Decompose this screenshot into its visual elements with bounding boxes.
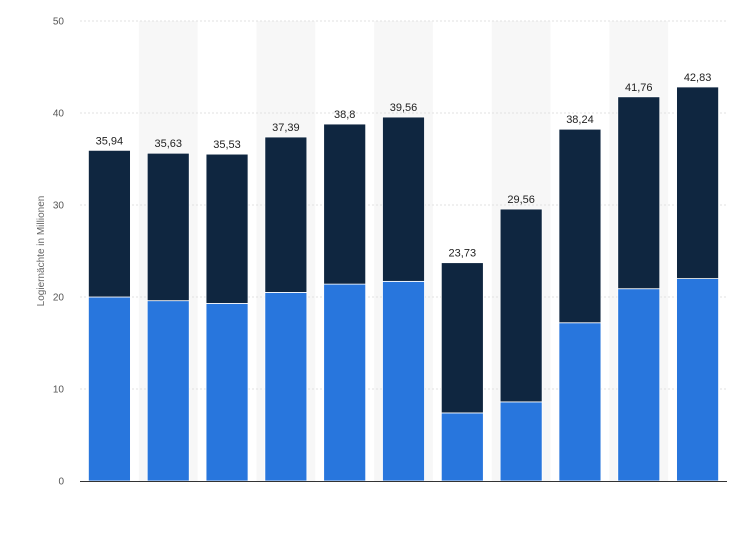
y-tick-label: 30 [53,201,65,212]
bar-total-label: 35,53 [213,139,241,151]
bar-total-label: 41,76 [625,82,653,94]
y-axis-ticks: 0 10 20 30 40 50 [53,17,65,488]
bar-total-label: 37,39 [272,122,300,134]
bar-total-label: 23,73 [449,248,477,260]
bar-segment-lower [323,283,367,482]
bars [88,86,719,482]
bar-total-label: 29,56 [507,194,535,206]
y-tick-label: 10 [53,385,65,396]
y-tick-label: 40 [53,109,65,120]
bar-segment-upper [617,96,661,290]
bar-segment-lower [558,322,602,482]
bar-segment-upper [323,123,367,285]
y-tick-label: 20 [53,293,65,304]
bar-segment-upper [382,116,425,282]
bar-segment-upper [558,128,602,324]
y-tick-label: 50 [53,17,65,28]
y-axis-title: Logiernächte in Millionen [36,196,47,307]
bar-segment-lower [676,278,719,482]
bar-total-label: 42,83 [684,72,712,84]
bar-segment-lower [264,291,308,482]
bar-total-label: 38,8 [334,109,355,121]
bar-segment-upper [264,136,308,293]
bar-segment-lower [617,288,661,482]
bar-total-label: 39,56 [390,102,418,114]
bar-segment-upper [88,149,131,298]
bar-segment-lower [146,300,190,482]
bar-total-label: 38,24 [566,114,594,126]
bar-segment-lower [382,280,425,482]
bar-segment-upper [499,208,543,403]
bar-segment-upper [205,153,249,304]
bar-total-label: 35,63 [154,138,182,150]
bar-segment-lower [205,303,249,482]
bar-total-label: 35,94 [96,135,124,147]
data-labels: 35,94 35,63 35,53 37,39 38,8 39,56 23,73 29,56 3… [96,72,712,260]
bar-segment-upper [440,262,484,414]
bar-segment-lower [499,401,543,482]
bar-segment-upper [146,152,190,302]
bar-segment-lower [88,296,131,482]
bar-segment-lower [440,412,484,482]
bar-segment-upper [676,86,719,279]
y-tick-label: 0 [58,477,64,488]
